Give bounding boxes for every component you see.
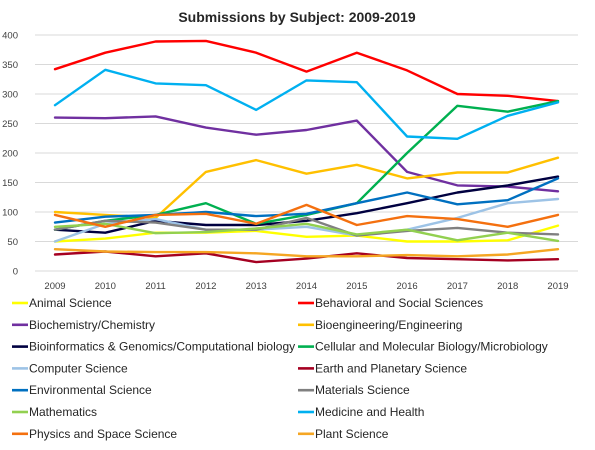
legend-label: Environmental Science — [29, 383, 152, 397]
y-tick-label: 200 — [2, 149, 18, 160]
series-line — [53, 68, 560, 141]
legend-label: Materials Science — [315, 383, 410, 397]
y-tick-label: 350 — [2, 60, 18, 71]
series-line — [53, 115, 560, 193]
legend-label: Cellular and Molecular Biology/Microbiol… — [315, 340, 548, 354]
series-line — [53, 216, 560, 237]
series-lines — [53, 39, 560, 264]
series-line — [53, 39, 560, 103]
x-axis-ticks: 2009 2010 2011 2012 2013 2014 2015 2016 2017 2018… — [44, 281, 568, 292]
y-tick-label: 250 — [2, 119, 18, 130]
x-tick-label: 2019 — [547, 281, 568, 292]
series-line — [53, 250, 560, 264]
legend: Animal Science Behavioral and Social Scie… — [12, 296, 548, 441]
x-tick-label: 2017 — [447, 281, 468, 292]
series-line — [53, 224, 560, 243]
legend-label: Earth and Planetary Science — [315, 361, 467, 375]
x-tick-label: 2016 — [397, 281, 418, 292]
series-line — [53, 175, 560, 234]
y-axis-ticks: 0 50 100 150 200 250 300 350 400 — [2, 31, 18, 278]
y-tick-label: 150 — [2, 178, 18, 189]
x-tick-label: 2011 — [145, 281, 165, 292]
legend-label: Bioinformatics & Genomics/Computational … — [29, 340, 295, 354]
y-tick-label: 50 — [7, 237, 18, 248]
y-tick-label: 0 — [13, 267, 18, 278]
legend-label: Medicine and Health — [315, 405, 424, 419]
legend-label: Bioengineering/Engineering — [315, 318, 462, 332]
series-line — [53, 222, 560, 243]
legend-label: Biochemistry/Chemistry — [29, 318, 155, 332]
series-line — [53, 203, 560, 229]
x-tick-label: 2015 — [346, 281, 367, 292]
legend-label: Plant Science — [315, 427, 389, 441]
legend-label: Behavioral and Social Sciences — [315, 296, 483, 310]
series-line — [53, 247, 560, 258]
legend-label: Physics and Space Science — [29, 427, 177, 441]
legend-label: Animal Science — [29, 296, 112, 310]
x-tick-label: 2010 — [95, 281, 116, 292]
legend-label: Mathematics — [29, 405, 97, 419]
x-tick-label: 2009 — [44, 281, 65, 292]
series-line — [53, 177, 560, 224]
x-tick-label: 2018 — [497, 281, 518, 292]
x-tick-label: 2014 — [296, 281, 317, 292]
gridlines — [35, 34, 578, 272]
series-line — [53, 197, 560, 243]
y-tick-label: 100 — [2, 208, 18, 219]
x-tick-label: 2013 — [246, 281, 267, 292]
y-tick-label: 400 — [2, 31, 18, 42]
chart-title: Submissions by Subject: 2009-2019 — [178, 9, 416, 25]
x-tick-label: 2012 — [195, 281, 216, 292]
y-tick-label: 300 — [2, 90, 18, 101]
legend-label: Computer Science — [29, 361, 128, 375]
